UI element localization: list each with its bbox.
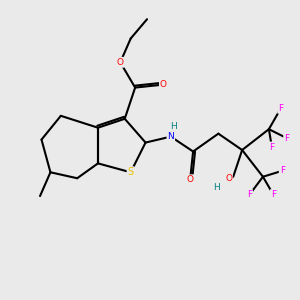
Text: F: F xyxy=(280,166,285,175)
Text: O: O xyxy=(225,174,232,183)
Text: O: O xyxy=(160,80,167,89)
Text: N: N xyxy=(167,132,174,141)
Text: F: F xyxy=(284,134,289,142)
Text: S: S xyxy=(128,167,134,177)
Text: O: O xyxy=(187,175,194,184)
Text: F: F xyxy=(271,190,276,199)
Text: F: F xyxy=(269,142,275,152)
Text: H: H xyxy=(170,122,177,131)
Text: F: F xyxy=(247,190,252,199)
Text: O: O xyxy=(117,58,124,67)
Text: F: F xyxy=(278,104,283,113)
Text: H: H xyxy=(214,183,220,192)
